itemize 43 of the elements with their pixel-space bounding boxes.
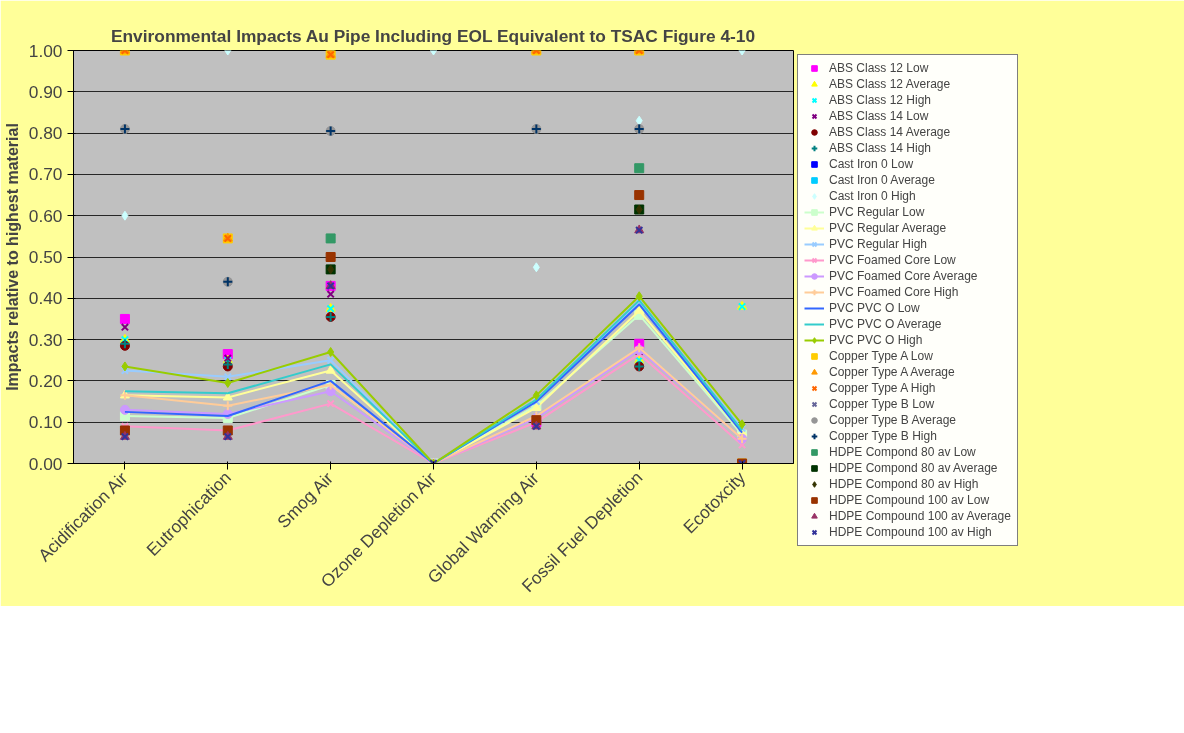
y-tick-label: 0.10: [28, 412, 63, 433]
y-tick-label: 0.20: [28, 370, 63, 391]
legend-label: HDPE Compound 100 av Average: [829, 509, 1011, 523]
y-tick-label: 1.00: [28, 40, 63, 61]
legend-label: Copper Type A High: [829, 381, 936, 395]
legend-label: Cast Iron 0 High: [829, 189, 916, 203]
legend-label: HDPE Compond 80 av High: [829, 477, 979, 491]
legend-label: ABS Class 12 Average: [829, 77, 951, 91]
legend-label: PVC Foamed Core Average: [829, 269, 978, 283]
legend-label: Copper Type A Low: [829, 349, 933, 363]
y-axis-title: Impacts relative to highest material: [3, 123, 21, 391]
legend-label: HDPE Compound 100 av Low: [829, 493, 990, 507]
legend-label: ABS Class 12 Low: [829, 61, 929, 75]
legend-label: PVC Foamed Core High: [829, 285, 959, 299]
y-tick-label: 0.60: [28, 205, 63, 226]
y-tick-label: 0.70: [28, 164, 63, 185]
legend-label: Cast Iron 0 Average: [829, 173, 935, 187]
y-tick-label: 0.80: [28, 123, 63, 144]
chart-title: Environmental Impacts Au Pipe Including EOL Equivalent to TSAC Figure 4-10: [110, 25, 756, 46]
y-tick-label: 0.90: [28, 81, 63, 102]
legend-label: HDPE Compound 100 av High: [829, 525, 992, 539]
legend-label: ABS Class 14 Low: [829, 109, 929, 123]
legend-label: Copper Type B Average: [829, 413, 956, 427]
legend-label: ABS Class 14 Average: [829, 125, 951, 139]
legend-label: HDPE Compond 80 av Average: [829, 461, 998, 475]
legend-label: ABS Class 12 High: [829, 93, 932, 107]
y-tick-label: 0.50: [28, 247, 63, 267]
y-tick-label: 0.30: [28, 329, 63, 350]
legend-label: Copper Type A Average: [829, 365, 955, 379]
legend-label: PVC Regular Low: [829, 205, 925, 219]
y-tick-label: 0.40: [28, 288, 63, 309]
legend-label: PVC Regular High: [829, 237, 928, 251]
legend-label: PVC PVC O Average: [829, 317, 942, 331]
legend-label: Copper Type B Low: [829, 397, 935, 411]
legend-label: Cast Iron 0 Low: [829, 157, 914, 171]
legend-label: ABS Class 14 High: [829, 141, 932, 155]
y-tick-label: 0.00: [28, 453, 63, 474]
legend-label: HDPE Compond 80 av Low: [829, 445, 976, 459]
legend-label: PVC PVC O Low: [829, 301, 920, 315]
legend-label: PVC Foamed Core Low: [829, 253, 956, 267]
legend-label: PVC Regular Average: [829, 221, 947, 235]
legend-label: Copper Type B High: [829, 429, 937, 443]
legend-label: PVC PVC O High: [829, 333, 923, 347]
